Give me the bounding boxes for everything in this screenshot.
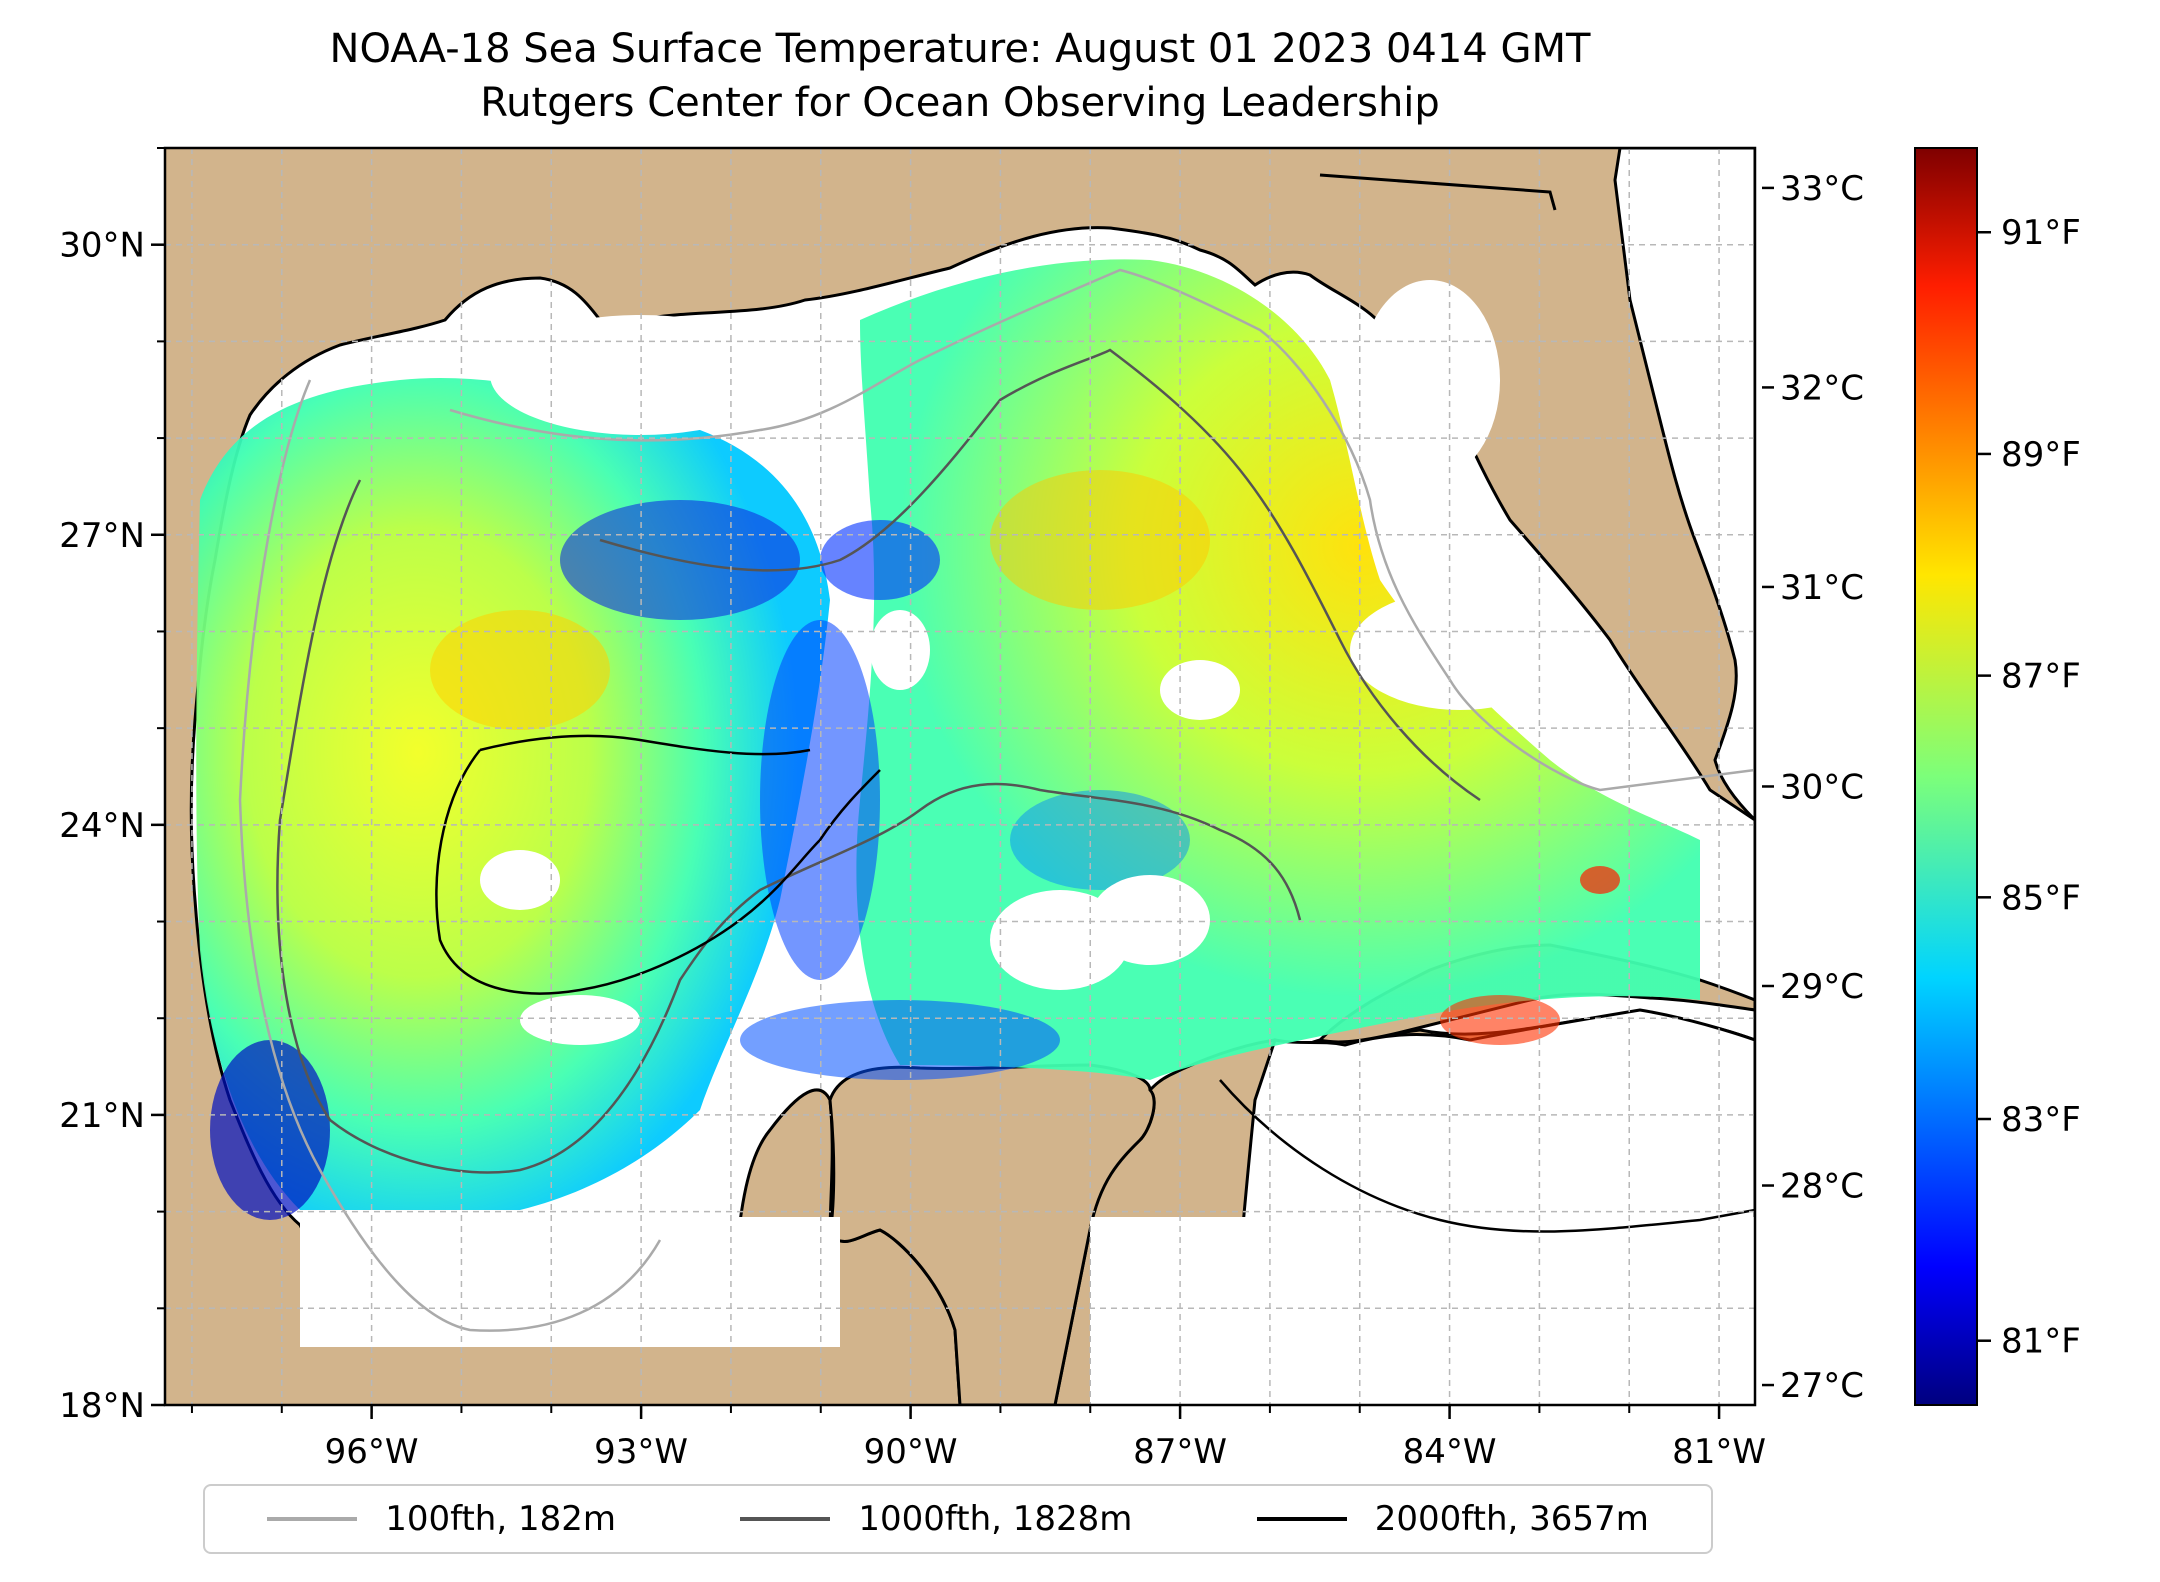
cloud-gap — [1350, 590, 1570, 710]
fahrenheit-tick-label: 85°F — [2001, 878, 2081, 918]
fahrenheit-tick-label: 87°F — [2001, 657, 2081, 697]
lon-tick-label: 81°W — [1672, 1432, 1766, 1472]
lon-tick-label: 90°W — [864, 1432, 958, 1472]
contour-1000fth — [276, 348, 1481, 1174]
cloud-gap — [490, 315, 790, 435]
sst-swath-east — [856, 259, 1700, 1080]
colorbar-fahrenheit-ticks: 91°F 89°F 87°F 85°F 83°F 81°F — [1977, 213, 2081, 1362]
legend-label: 1000fth, 1828m — [858, 1499, 1133, 1539]
bathymetry-legend: 100fth, 182m 1000fth, 1828m 2000fth, 365… — [203, 1484, 1713, 1554]
celsius-tick-label: 33°C — [1780, 169, 1864, 209]
longitude-ticks: 96°W 93°W 90°W 87°W 84°W 81°W — [190, 1405, 1766, 1472]
sst-warm-patch — [1580, 866, 1620, 894]
lon-tick-label: 93°W — [594, 1432, 688, 1472]
contour-100fth — [238, 268, 1755, 1332]
fahrenheit-tick-label: 91°F — [2001, 213, 2081, 253]
no-data-band — [1090, 1217, 1755, 1405]
sst-warm-patch — [430, 610, 610, 730]
sst-cool-patch — [1010, 790, 1190, 890]
sst-cool-patch — [760, 620, 880, 980]
fahrenheit-tick-label: 83°F — [2001, 1100, 2081, 1140]
celsius-tick-label: 32°C — [1780, 368, 1864, 408]
lat-tick-label: 27°N — [59, 516, 145, 556]
lon-tick-label: 84°W — [1403, 1432, 1497, 1472]
lat-tick-label: 18°N — [59, 1386, 145, 1426]
fahrenheit-tick-label: 89°F — [2001, 435, 2081, 475]
cloud-gap — [1090, 875, 1210, 965]
no-data-band — [300, 1217, 840, 1347]
chart-title: NOAA-18 Sea Surface Temperature: August … — [329, 26, 1591, 72]
sst-warm-patch — [1440, 995, 1560, 1045]
lon-tick-label: 87°W — [1133, 1432, 1227, 1472]
lat-tick-label: 21°N — [59, 1096, 145, 1136]
celsius-tick-label: 30°C — [1780, 767, 1864, 807]
cloud-gap — [480, 850, 560, 910]
celsius-tick-label: 27°C — [1780, 1366, 1864, 1406]
colorbar-celsius-ticks: 33°C 32°C 31°C 30°C 29°C 28°C 27°C — [1762, 169, 1864, 1406]
cloud-gap — [520, 995, 640, 1045]
chart-subtitle: Rutgers Center for Ocean Observing Leade… — [480, 80, 1440, 126]
lon-tick-label: 96°W — [325, 1432, 419, 1472]
sst-cool-patch — [740, 1000, 1060, 1080]
map-frame — [163, 146, 1757, 1407]
celsius-tick-label: 31°C — [1780, 568, 1864, 608]
state-border — [1319, 173, 1557, 211]
legend-label: 2000fth, 3657m — [1374, 1499, 1649, 1539]
legend-swatch — [1256, 1517, 1347, 1521]
latitude-ticks: 30°N 27°N 24°N 21°N 18°N — [59, 147, 165, 1426]
lat-tick-label: 24°N — [59, 806, 145, 846]
atlantic-water — [1613, 148, 1755, 823]
sst-warm-patch — [990, 470, 1210, 610]
graticule — [165, 148, 1755, 1405]
contour-2000fth — [435, 734, 1755, 1233]
lat-tick-label: 30°N — [59, 226, 145, 266]
celsius-tick-label: 28°C — [1780, 1167, 1864, 1207]
cloud-gap — [1360, 280, 1500, 480]
legend-item-1000fth: 1000fth, 1828m — [740, 1499, 1132, 1539]
colorbar — [1914, 147, 1978, 1406]
map-area — [165, 148, 1755, 1405]
legend-item-2000fth: 2000fth, 3657m — [1256, 1499, 1649, 1539]
legend-label: 100fth, 182m — [385, 1499, 616, 1539]
sst-cool-patch — [210, 1040, 330, 1220]
fahrenheit-tick-label: 81°F — [2001, 1322, 2081, 1362]
legend-swatch — [267, 1517, 358, 1521]
cloud-gap — [870, 610, 930, 690]
legend-swatch — [740, 1517, 831, 1521]
legend-item-100fth: 100fth, 182m — [267, 1499, 616, 1539]
cloud-gap — [1160, 660, 1240, 720]
celsius-tick-label: 29°C — [1780, 967, 1864, 1007]
